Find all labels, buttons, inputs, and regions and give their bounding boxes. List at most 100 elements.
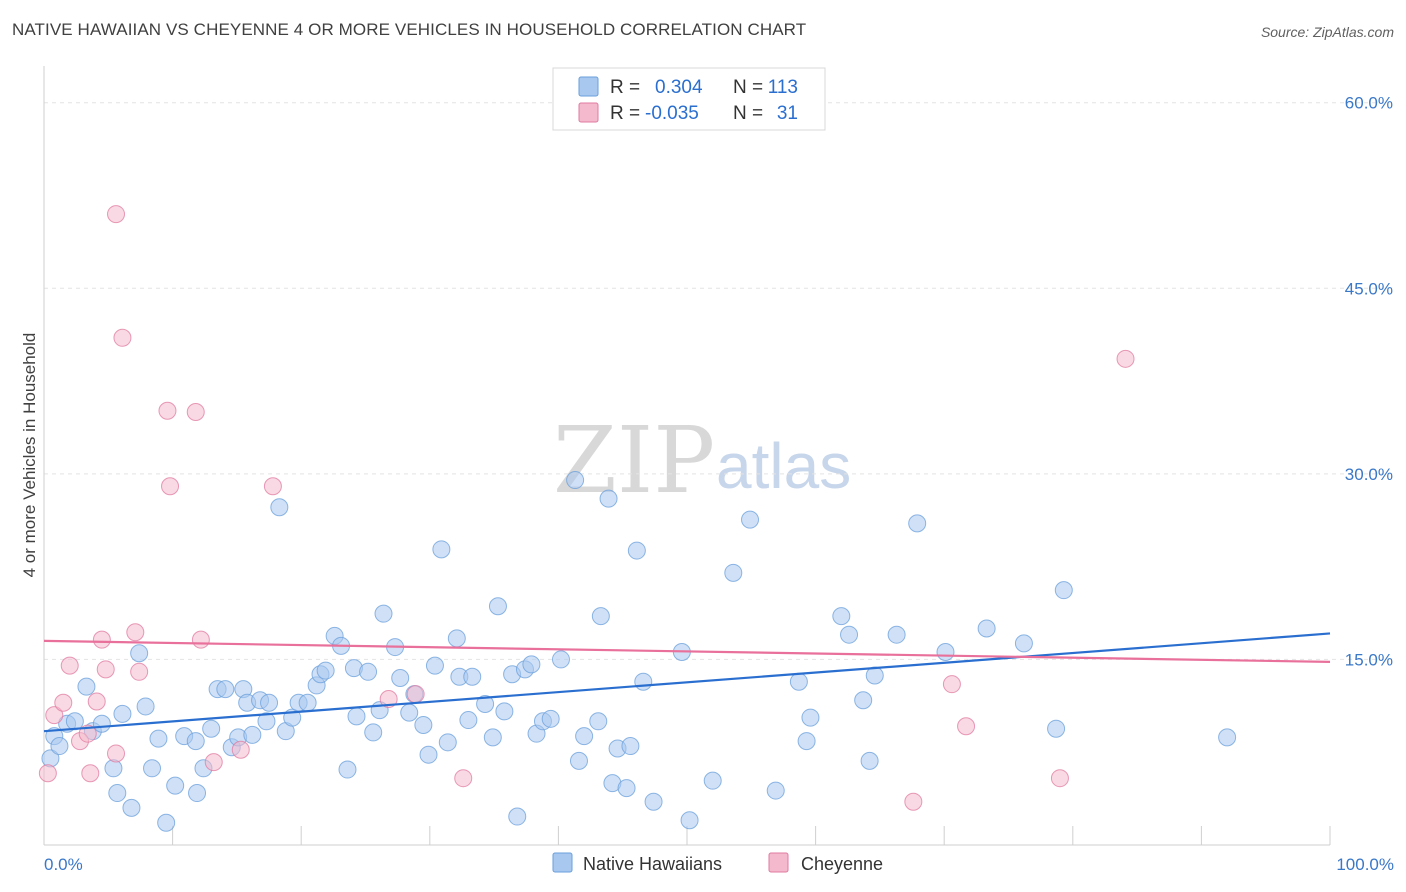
legend-r-value-0: 0.304 — [655, 77, 703, 98]
point-native-hawaiians — [188, 784, 207, 803]
point-native-hawaiians — [703, 771, 722, 790]
point-cheyenne — [107, 744, 126, 763]
point-native-hawaiians — [621, 737, 640, 756]
point-native-hawaiians — [860, 751, 879, 770]
point-native-hawaiians — [359, 662, 378, 681]
y-axis-title: 4 or more Vehicles in Household — [20, 333, 39, 578]
point-cheyenne — [78, 724, 97, 743]
point-native-hawaiians — [425, 656, 444, 675]
point-native-hawaiians — [438, 733, 457, 752]
point-native-hawaiians — [627, 541, 646, 560]
point-native-hawaiians — [157, 813, 176, 832]
point-native-hawaiians — [400, 703, 419, 722]
point-native-hawaiians — [569, 751, 588, 770]
point-native-hawaiians — [887, 625, 906, 644]
point-native-hawaiians — [447, 629, 466, 648]
point-native-hawaiians — [243, 725, 262, 744]
point-native-hawaiians — [202, 719, 221, 738]
point-native-hawaiians — [483, 728, 502, 747]
axes — [43, 66, 1331, 846]
legend-r-value-1: -0.035 — [645, 103, 699, 124]
point-native-hawaiians — [766, 781, 785, 800]
series-legend-label-native-hawaiians: Native Hawaiians — [583, 854, 722, 874]
point-cheyenne — [45, 706, 64, 725]
point-cheyenne — [38, 764, 57, 783]
gridlines — [44, 102, 1395, 660]
point-native-hawaiians — [541, 709, 560, 728]
point-native-hawaiians — [374, 604, 393, 623]
legend-r-label-1: R = — [610, 103, 640, 124]
point-cheyenne — [191, 630, 210, 649]
point-cheyenne — [96, 660, 115, 679]
point-cheyenne — [186, 403, 205, 422]
legend-n-value-0: 113 — [768, 77, 798, 98]
trend-line-cheyenne — [43, 639, 1331, 664]
point-native-hawaiians — [1014, 634, 1033, 653]
point-native-hawaiians — [364, 723, 383, 742]
point-native-hawaiians — [1054, 581, 1073, 600]
point-native-hawaiians — [575, 727, 594, 746]
point-native-hawaiians — [257, 712, 276, 731]
legend-swatch-cheyenne — [578, 102, 599, 123]
point-cheyenne — [942, 675, 961, 694]
legend-swatch-native-hawaiians — [578, 76, 599, 97]
point-native-hawaiians — [432, 540, 451, 559]
point-native-hawaiians — [840, 625, 859, 644]
point-native-hawaiians — [522, 655, 541, 674]
point-native-hawaiians — [789, 672, 808, 691]
point-native-hawaiians — [797, 732, 816, 751]
point-native-hawaiians — [724, 563, 743, 582]
point-cheyenne — [263, 477, 282, 496]
point-cheyenne — [1116, 349, 1135, 368]
point-native-hawaiians — [77, 677, 96, 696]
point-native-hawaiians — [104, 759, 123, 778]
point-native-hawaiians — [298, 693, 317, 712]
point-cheyenne — [161, 477, 180, 496]
series-legend: Native Hawaiians Cheyenne — [552, 852, 883, 874]
x-tick-labels: 0.0% 100.0% — [44, 855, 1394, 874]
point-cheyenne — [379, 690, 398, 709]
x-tick-label: 100.0% — [1336, 855, 1394, 874]
point-cheyenne — [81, 764, 100, 783]
y-tick-label: 30.0% — [1345, 465, 1393, 484]
trend-line-native-hawaiians — [43, 632, 1331, 733]
legend-n-label-0: N = — [733, 77, 763, 98]
y-tick-label: 15.0% — [1345, 650, 1393, 669]
point-native-hawaiians — [108, 784, 127, 803]
point-native-hawaiians — [270, 498, 289, 517]
watermark-atlas: atlas — [716, 430, 851, 502]
point-native-hawaiians — [476, 694, 495, 713]
point-cheyenne — [126, 623, 145, 642]
correlation-legend: R = 0.304 N = 113 R = -0.035 N = 31 — [552, 67, 826, 131]
point-native-hawaiians — [338, 760, 357, 779]
point-native-hawaiians — [488, 597, 507, 616]
point-native-hawaiians — [459, 711, 478, 730]
point-native-hawaiians — [65, 712, 84, 731]
legend-r-label-0: R = — [610, 77, 640, 98]
point-native-hawaiians — [166, 776, 185, 795]
data-points — [38, 205, 1237, 832]
point-native-hawaiians — [260, 693, 279, 712]
point-native-hawaiians — [801, 708, 820, 727]
legend-n-value-1: 31 — [777, 103, 798, 124]
point-cheyenne — [60, 656, 79, 675]
point-native-hawaiians — [832, 607, 851, 626]
point-native-hawaiians — [977, 619, 996, 638]
point-cheyenne — [231, 740, 250, 759]
y-tick-label: 60.0% — [1345, 94, 1393, 113]
point-native-hawaiians — [644, 792, 663, 811]
point-native-hawaiians — [136, 697, 155, 716]
source-label: Source: ZipAtlas.com — [1260, 24, 1394, 40]
point-cheyenne — [1050, 769, 1069, 788]
point-native-hawaiians — [599, 489, 618, 508]
point-cheyenne — [87, 692, 106, 711]
point-cheyenne — [113, 328, 132, 347]
point-native-hawaiians — [130, 644, 149, 663]
point-cheyenne — [904, 792, 923, 811]
point-cheyenne — [957, 717, 976, 736]
point-native-hawaiians — [143, 759, 162, 778]
point-cheyenne — [204, 753, 223, 772]
point-native-hawaiians — [854, 691, 873, 710]
series-legend-swatch-cheyenne — [768, 852, 789, 873]
point-native-hawaiians — [908, 514, 927, 533]
